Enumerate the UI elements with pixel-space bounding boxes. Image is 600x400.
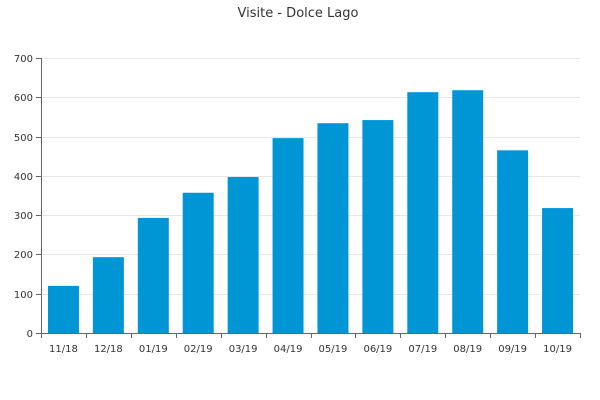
x-tick-label: 04/19 — [274, 344, 303, 355]
bars — [47, 90, 574, 334]
x-tick-label: 02/19 — [184, 344, 213, 355]
y-tick-label: 400 — [14, 172, 33, 183]
bar — [317, 123, 349, 334]
y-tick-label: 700 — [14, 54, 33, 65]
x-tick-label: 09/19 — [498, 344, 527, 355]
x-tick-label: 06/19 — [363, 344, 392, 355]
x-tick-label: 12/18 — [94, 344, 123, 355]
x-tick-label: 03/19 — [229, 344, 258, 355]
x-tick-label: 10/19 — [543, 344, 572, 355]
bar — [227, 177, 259, 333]
x-tick-label: 07/19 — [408, 344, 437, 355]
bar — [137, 217, 169, 333]
bar — [182, 192, 214, 333]
bar — [362, 120, 394, 333]
bar — [272, 138, 304, 333]
bar — [452, 90, 484, 334]
axes — [36, 58, 581, 338]
bar — [407, 92, 439, 334]
y-tick-label: 0 — [27, 329, 33, 340]
y-tick-label: 300 — [14, 211, 33, 222]
x-tick-label: 08/19 — [453, 344, 482, 355]
gridlines — [41, 58, 580, 295]
chart-title: Visite - Dolce Lago — [238, 6, 359, 21]
x-tick-label: 01/19 — [139, 344, 168, 355]
x-tick-label: 05/19 — [319, 344, 348, 355]
bar — [497, 150, 529, 333]
y-tick-label: 600 — [14, 93, 33, 104]
tick-labels: 0 100 200 300 400 500 600 700 11/18 12/18 01/19 02/… — [14, 54, 572, 355]
bar — [47, 285, 79, 333]
y-tick-label: 500 — [14, 133, 33, 144]
y-tick-label: 100 — [14, 290, 33, 301]
x-tick-label: 11/18 — [49, 344, 78, 355]
bar — [542, 208, 574, 333]
bar — [92, 257, 124, 333]
y-tick-label: 200 — [14, 250, 33, 261]
